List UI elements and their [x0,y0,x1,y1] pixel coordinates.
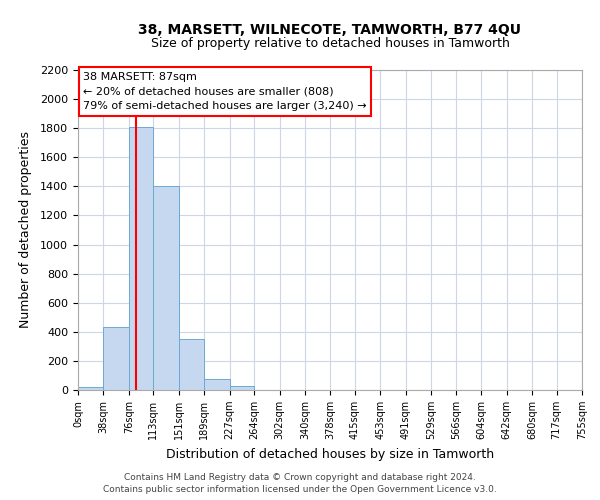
Text: Contains HM Land Registry data © Crown copyright and database right 2024.: Contains HM Land Registry data © Crown c… [124,472,476,482]
Bar [103,328,129,390]
X-axis label: Distribution of detached houses by size in Tamworth: Distribution of detached houses by size … [166,448,494,460]
Text: Contains public sector information licensed under the Open Government Licence v3: Contains public sector information licen… [103,485,497,494]
Y-axis label: Number of detached properties: Number of detached properties [19,132,32,328]
Bar [204,379,230,390]
Text: 38, MARSETT, WILNECOTE, TAMWORTH, B77 4QU: 38, MARSETT, WILNECOTE, TAMWORTH, B77 4Q… [139,22,521,36]
Bar [129,126,154,390]
Bar [230,386,254,390]
Bar [179,339,204,390]
Text: Size of property relative to detached houses in Tamworth: Size of property relative to detached ho… [151,38,509,51]
Bar [78,387,103,390]
Text: 38 MARSETT: 87sqm
← 20% of detached houses are smaller (808)
79% of semi-detache: 38 MARSETT: 87sqm ← 20% of detached hous… [83,72,367,111]
Bar [154,186,179,390]
